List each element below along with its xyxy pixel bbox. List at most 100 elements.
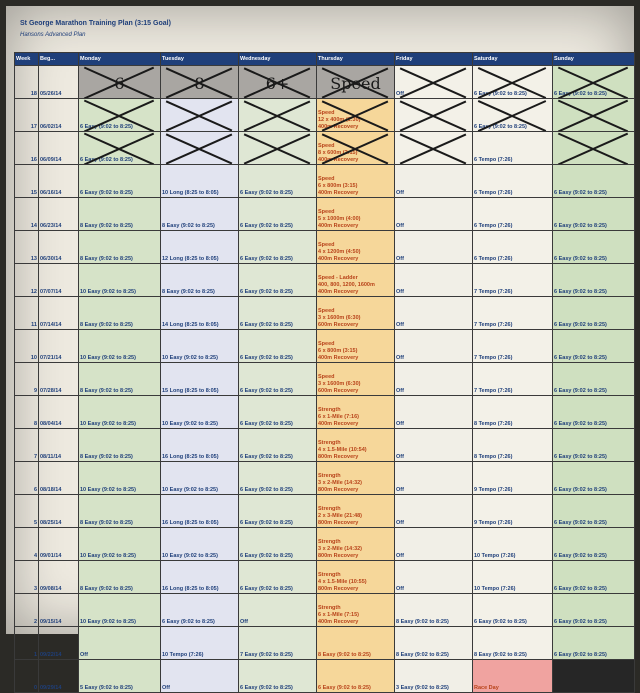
workout-detail: 3 x 2-Mile (14:32) <box>318 480 363 486</box>
sunday-cell: 6 Easy (9:02 to 8:25) <box>552 164 635 198</box>
begin-cell: 08/04/14 <box>38 395 79 429</box>
wednesday-cell: 6+ <box>238 65 317 99</box>
table-row: 2 09/15/14 10 Easy (9:02 to 8:25) 6 Easy (9… <box>14 593 635 627</box>
week-cell: 11 <box>14 296 39 330</box>
saturday-cell: 6 Easy (9:02 to 8:25) <box>472 593 553 627</box>
workout-detail: 600m Recovery <box>318 388 359 394</box>
workout-detail: 800m Recovery <box>318 454 359 460</box>
workout-type: Strength <box>318 572 341 578</box>
friday-cell: Off <box>394 428 473 462</box>
wednesday-cell <box>238 131 317 165</box>
wednesday-cell: 6 Easy (9:02 to 8:25) <box>238 296 317 330</box>
begin-cell: 06/16/14 <box>38 164 79 198</box>
friday-cell: Off <box>394 263 473 297</box>
wednesday-cell: Off <box>238 593 317 627</box>
week-cell: 6 <box>14 461 39 495</box>
monday-cell: 8 Easy (9:02 to 8:25) <box>78 230 161 264</box>
tuesday-cell: 8 Easy (9:02 to 8:25) <box>160 197 239 231</box>
sunday-cell: 6 Easy (9:02 to 8:25) <box>552 593 635 627</box>
table-row: 8 08/04/14 10 Easy (9:02 to 8:25) 10 Easy (… <box>14 395 635 429</box>
friday-cell: 8 Easy (9:02 to 8:25) <box>394 593 473 627</box>
thursday-cell: Strength 2 x 3-Mile (21:48) 800m Recovery <box>316 494 395 528</box>
sunday-cell: 6 Easy (9:02 to 8:25) <box>552 65 635 99</box>
week-cell: 4 <box>14 527 39 561</box>
monday-cell: 10 Easy (9:02 to 8:25) <box>78 527 161 561</box>
sunday-cell: 6 Easy (9:02 to 8:25) <box>552 395 635 429</box>
friday-cell: Off <box>394 560 473 594</box>
begin-cell: 09/08/14 <box>38 560 79 594</box>
tuesday-cell <box>160 131 239 165</box>
plan-subtitle: Hansons Advanced Plan <box>20 32 86 38</box>
week-cell: 15 <box>14 164 39 198</box>
saturday-cell: 10 Tempo (7:26) <box>472 527 553 561</box>
begin-cell: 09/22/14 <box>38 626 79 660</box>
table-row: 18 05/26/14 6 8 6+ Speed Off 6 Easy (9:02 to 8:… <box>14 65 635 99</box>
monday-cell: 10 Easy (9:02 to 8:25) <box>78 461 161 495</box>
sunday-cell: 6 Easy (9:02 to 8:25) <box>552 230 635 264</box>
tuesday-cell: 14 Long (8:25 to 8:05) <box>160 296 239 330</box>
sunday-cell: 6 Easy (9:02 to 8:25) <box>552 527 635 561</box>
workout-detail: 400, 800, 1200, 1600m <box>318 282 375 288</box>
monday-cell: 8 Easy (9:02 to 8:25) <box>78 197 161 231</box>
workout-type: Speed <box>318 176 335 182</box>
monday-cell: 10 Easy (9:02 to 8:25) <box>78 593 161 627</box>
begin-cell: 05/26/14 <box>38 65 79 99</box>
plan-title: St George Marathon Training Plan (3:15 G… <box>20 20 171 27</box>
workout-detail: 4 x 1.5-Mile (10:54) <box>318 447 367 453</box>
workout-detail: 4 x 1200m (4:50) <box>318 249 361 255</box>
tuesday-cell: Off <box>160 659 239 693</box>
saturday-cell: 8 Tempo (7:26) <box>472 428 553 462</box>
week-cell: 3 <box>14 560 39 594</box>
friday-cell: Off <box>394 461 473 495</box>
saturday-cell: 7 Tempo (7:26) <box>472 263 553 297</box>
sunday-cell: 6 Easy (9:02 to 8:25) <box>552 296 635 330</box>
workout-type: Speed <box>318 341 335 347</box>
table-row: 0 09/29/14 5 Easy (9:02 to 8:25) Off 6 Easy … <box>14 659 635 693</box>
workout-detail: 800m Recovery <box>318 586 359 592</box>
handwritten-note: 6 <box>114 74 125 93</box>
header-week: Week <box>14 52 39 66</box>
saturday-cell: 10 Tempo (7:26) <box>472 560 553 594</box>
week-cell: 2 <box>14 593 39 627</box>
week-cell: 9 <box>14 362 39 396</box>
friday-cell: Off <box>394 65 473 99</box>
table-row: 14 06/23/14 8 Easy (9:02 to 8:25) 8 Easy (9… <box>14 197 635 231</box>
table-row: 13 06/30/14 8 Easy (9:02 to 8:25) 12 Long (… <box>14 230 635 264</box>
wednesday-cell: 6 Easy (9:02 to 8:25) <box>238 461 317 495</box>
workout-detail: 400m Recovery <box>318 190 359 196</box>
workout-type: Speed <box>318 209 335 215</box>
monday-cell: 8 Easy (9:02 to 8:25) <box>78 428 161 462</box>
friday-cell: Off <box>394 362 473 396</box>
begin-cell: 07/28/14 <box>38 362 79 396</box>
friday-cell: Off <box>394 329 473 363</box>
table-row: 5 08/25/14 8 Easy (9:02 to 8:25) 16 Long (8… <box>14 494 635 528</box>
thursday-cell: Speed 3 x 1600m (6:30) 600m Recovery <box>316 362 395 396</box>
tuesday-cell: 10 Easy (9:02 to 8:25) <box>160 461 239 495</box>
saturday-cell: 6 Easy (9:02 to 8:25) <box>472 98 553 132</box>
thursday-cell: Strength 6 x 1-Mile (7:15) 400m Recovery <box>316 593 395 627</box>
tuesday-cell: 10 Easy (9:02 to 8:25) <box>160 527 239 561</box>
tuesday-cell: 16 Long (8:25 to 8:05) <box>160 494 239 528</box>
header-wednesday: Wednesday <box>238 52 317 66</box>
monday-cell: 8 Easy (9:02 to 8:25) <box>78 560 161 594</box>
begin-cell: 08/18/14 <box>38 461 79 495</box>
sunday-cell <box>552 131 635 165</box>
workout-type: Strength <box>318 440 341 446</box>
workout-detail: 3 x 1600m (6:30) <box>318 381 361 387</box>
begin-cell: 07/07/14 <box>38 263 79 297</box>
workout-detail: 400m Recovery <box>318 157 359 163</box>
wednesday-cell <box>238 98 317 132</box>
monday-cell: 8 Easy (9:02 to 8:25) <box>78 494 161 528</box>
tuesday-cell: 12 Long (8:25 to 8:05) <box>160 230 239 264</box>
tuesday-cell <box>160 98 239 132</box>
workout-detail: 400m Recovery <box>318 619 359 625</box>
week-cell: 5 <box>14 494 39 528</box>
tuesday-cell: 8 <box>160 65 239 99</box>
workout-type: Strength <box>318 473 341 479</box>
wednesday-cell: 6 Easy (9:02 to 8:25) <box>238 329 317 363</box>
sunday-cell: 6 Easy (9:02 to 8:25) <box>552 263 635 297</box>
workout-detail: 400m Recovery <box>318 256 359 262</box>
monday-cell: 10 Easy (9:02 to 8:25) <box>78 263 161 297</box>
friday-cell: Off <box>394 230 473 264</box>
handwritten-note: 6+ <box>265 74 290 93</box>
